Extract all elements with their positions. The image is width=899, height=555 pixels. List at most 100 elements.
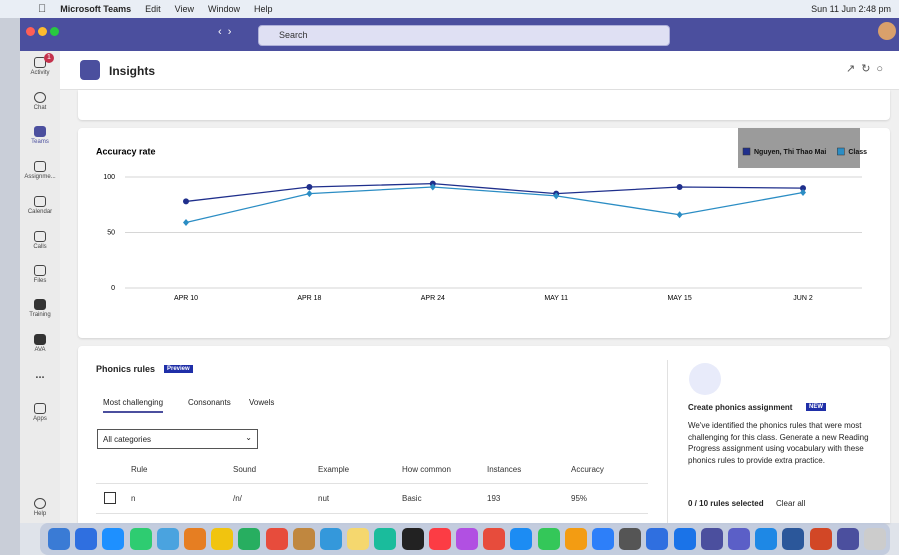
dock-icon[interactable] (837, 528, 859, 550)
app-rail: Activity 1 Chat Teams Assignme... Calend… (20, 51, 60, 523)
column-header: How common (402, 465, 451, 474)
icon (34, 299, 46, 310)
dock-icon[interactable] (592, 528, 614, 550)
category-dropdown[interactable]: All categories ⌄ (97, 429, 258, 449)
preview-badge: Preview (164, 365, 193, 373)
rail-label: AVA (34, 347, 45, 353)
dock-icon[interactable] (565, 528, 587, 550)
rail-assignments[interactable]: Assignme... (20, 161, 60, 180)
dock-icon[interactable] (184, 528, 206, 550)
rail-teams[interactable]: Teams (20, 126, 60, 145)
panel-text: We've identified the phonics rules that … (688, 420, 883, 466)
rail-files[interactable]: Files (20, 265, 60, 284)
dock-icon[interactable] (429, 528, 451, 550)
y-tick-label: 100 (103, 174, 115, 181)
dock-icon[interactable] (864, 528, 886, 550)
dock-icon[interactable] (674, 528, 696, 550)
dock-icon[interactable] (211, 528, 233, 550)
menu[interactable]: Edit (145, 4, 161, 14)
tab[interactable]: Consonants (188, 398, 231, 407)
rail-chat[interactable]: Chat (20, 92, 60, 111)
rail-training[interactable]: Training (20, 299, 60, 318)
page-title: Insights (109, 64, 155, 78)
dock-icon[interactable] (266, 528, 288, 550)
rail-label: Files (34, 278, 47, 284)
badge: 1 (44, 53, 54, 63)
clear-all[interactable]: Clear all (776, 499, 805, 508)
dock-icon[interactable] (75, 528, 97, 550)
cell: 193 (487, 494, 500, 503)
rail-calendar[interactable]: Calendar (20, 196, 60, 215)
clock: Sun 11 Jun 2:48 pm (811, 4, 891, 14)
series-line (186, 184, 803, 202)
cell: nut (318, 494, 329, 503)
dock-icon[interactable] (293, 528, 315, 550)
legend-label: Class (848, 149, 867, 156)
back-forward[interactable]: ‹ › (218, 26, 231, 38)
point (306, 190, 312, 197)
icon (34, 265, 46, 276)
dropdown-value: All categories (103, 435, 151, 444)
dock-icon[interactable] (102, 528, 124, 550)
close-button[interactable] (26, 27, 35, 36)
dock-icon[interactable] (347, 528, 369, 550)
dock-icon[interactable] (238, 528, 260, 550)
dock-icon[interactable] (374, 528, 396, 550)
insights-icon (80, 60, 100, 80)
row-checkbox[interactable] (104, 492, 116, 504)
dock-icon[interactable] (646, 528, 668, 550)
rail-more[interactable]: ... (20, 369, 60, 381)
dock-icon[interactable] (130, 528, 152, 550)
dock-icon[interactable] (782, 528, 804, 550)
menu[interactable]: Help (254, 4, 273, 14)
cell: 95% (571, 494, 587, 503)
icon (34, 403, 46, 414)
icon (34, 126, 46, 137)
rail-activity[interactable]: Activity (20, 57, 60, 76)
dock-icon[interactable] (510, 528, 532, 550)
rail-help[interactable]: Help (20, 498, 60, 517)
rail-ava[interactable]: AVA (20, 334, 60, 353)
app-menu[interactable]: Microsoft Teams (60, 4, 131, 14)
point (677, 211, 683, 218)
apple-menu[interactable]:  (38, 3, 46, 15)
point (183, 198, 189, 204)
x-tick-label: APR 10 (174, 295, 198, 302)
dock-icon[interactable] (619, 528, 641, 550)
column-header: Sound (233, 465, 256, 474)
avatar[interactable] (878, 22, 896, 40)
tab[interactable]: Vowels (249, 398, 274, 407)
zoom-button[interactable] (50, 27, 59, 36)
cell: Basic (402, 494, 422, 503)
dock-icon[interactable] (456, 528, 478, 550)
rail-label: Training (29, 312, 50, 318)
chevron: ⌄ (245, 433, 252, 442)
background-window (0, 18, 20, 555)
dock-icon[interactable] (483, 528, 505, 550)
rail-calls[interactable]: Calls (20, 231, 60, 250)
cell: n (131, 494, 135, 503)
search-box[interactable]: Search (258, 25, 670, 46)
header-actions[interactable]: ↗↻○ (846, 62, 889, 75)
tab[interactable]: Most challenging (103, 398, 163, 413)
dock-icon[interactable] (810, 528, 832, 550)
dock-icon[interactable] (755, 528, 777, 550)
menu-bar:  Microsoft Teams Edit View Window Help … (0, 0, 899, 18)
dock-icon[interactable] (728, 528, 750, 550)
rail-label: Teams (31, 139, 49, 145)
legend-swatch (837, 148, 844, 155)
chart-title: Accuracy rate (96, 146, 156, 156)
dock-icon[interactable] (402, 528, 424, 550)
page-header: Insights ↗↻○ (60, 51, 899, 90)
dock-icon[interactable] (157, 528, 179, 550)
dock-icon[interactable] (701, 528, 723, 550)
minimize-button[interactable] (38, 27, 47, 36)
rail-apps[interactable]: Apps (20, 403, 60, 422)
menu[interactable]: Window (208, 4, 240, 14)
dock-icon[interactable] (538, 528, 560, 550)
menu[interactable]: View (175, 4, 194, 14)
selection-count: 0 / 10 rules selected (688, 499, 764, 508)
assignment-icon (689, 363, 721, 395)
dock-icon[interactable] (48, 528, 70, 550)
dock-icon[interactable] (320, 528, 342, 550)
